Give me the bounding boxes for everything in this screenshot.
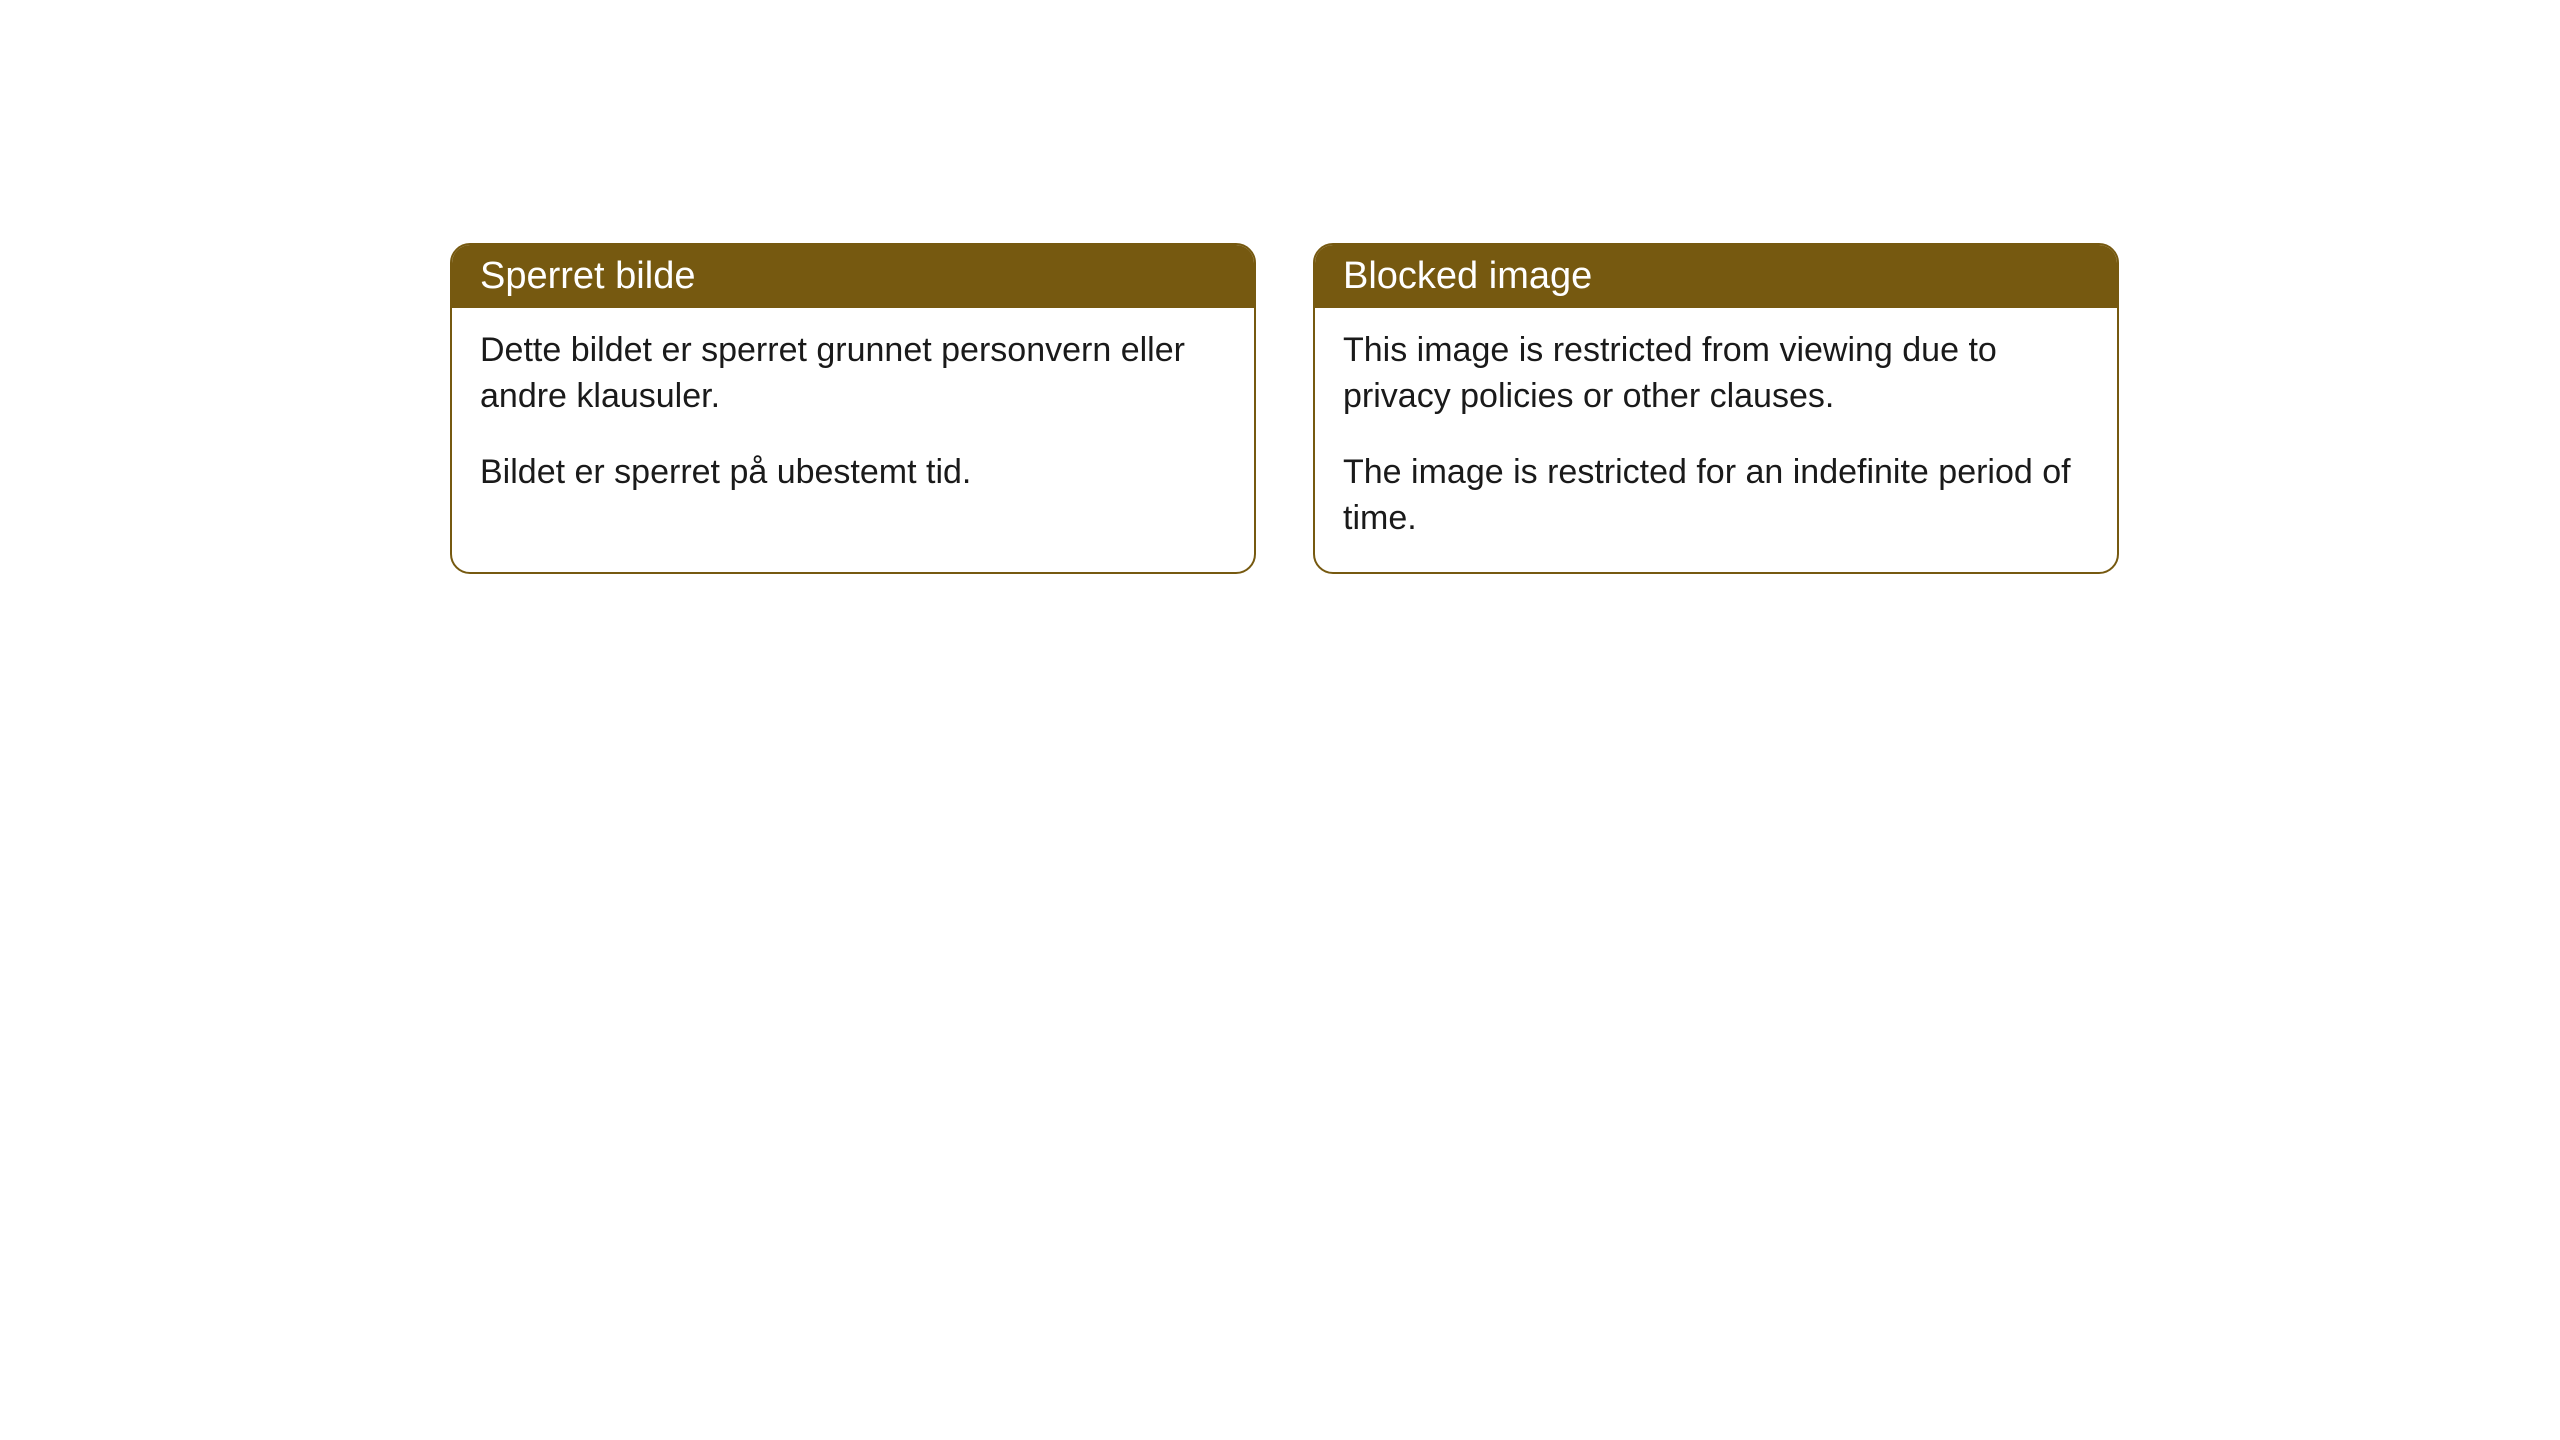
card-paragraph: The image is restricted for an indefinit…	[1343, 450, 2089, 542]
card-paragraph: This image is restricted from viewing du…	[1343, 328, 2089, 420]
card-body: This image is restricted from viewing du…	[1315, 308, 2117, 572]
card-paragraph: Bildet er sperret på ubestemt tid.	[480, 450, 1226, 496]
blocked-image-card-norwegian: Sperret bilde Dette bildet er sperret gr…	[450, 243, 1256, 574]
card-paragraph: Dette bildet er sperret grunnet personve…	[480, 328, 1226, 420]
card-title: Sperret bilde	[480, 255, 695, 297]
card-header: Blocked image	[1315, 245, 2117, 308]
card-body: Dette bildet er sperret grunnet personve…	[452, 308, 1254, 526]
card-header: Sperret bilde	[452, 245, 1254, 308]
blocked-image-card-english: Blocked image This image is restricted f…	[1313, 243, 2119, 574]
card-title: Blocked image	[1343, 255, 1592, 297]
cards-container: Sperret bilde Dette bildet er sperret gr…	[450, 243, 2119, 574]
